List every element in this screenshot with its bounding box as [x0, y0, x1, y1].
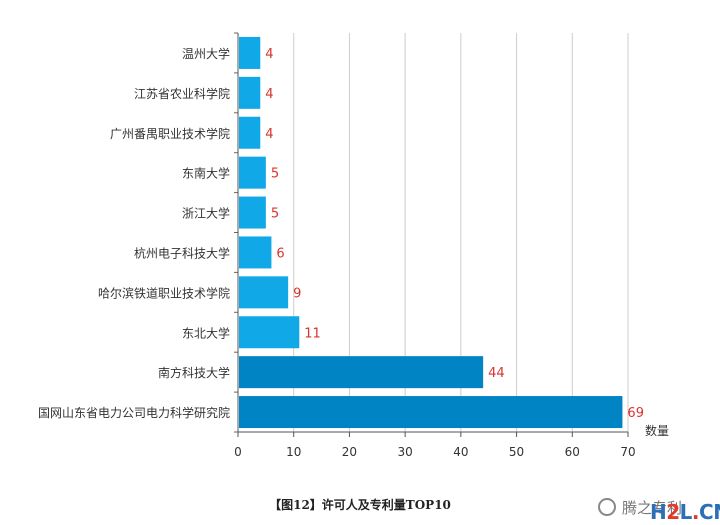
category-label-3: 东南大学: [182, 166, 230, 181]
x-axis-title: 数量: [645, 423, 669, 438]
logo-2: 2: [666, 500, 680, 524]
category-label-1: 江苏省农业科学院: [134, 86, 230, 101]
bar-5: [239, 236, 272, 269]
logo-dot: .: [691, 500, 700, 524]
category-label-2: 广州番禺职业技术学院: [110, 126, 230, 141]
bar-chart: 4 温州大学 4 江苏省农业科学院 4 广州番禺职业技术学院 5 东南大学 5 浙江大学 6 杭州电子…: [38, 32, 669, 459]
x-tick-label-0: 0: [234, 445, 242, 459]
data-label-0: 4: [265, 47, 273, 62]
bar-7: [239, 316, 300, 349]
category-label-6: 哈尔滨铁道职业技术学院: [98, 285, 230, 300]
x-tick-label-60: 60: [565, 445, 580, 459]
wechat-icon: [598, 498, 616, 516]
x-tick-label-10: 10: [286, 445, 301, 459]
category-label-0: 温州大学: [182, 46, 230, 61]
category-label-5: 杭州电子科技大学: [134, 245, 230, 260]
data-label-5: 6: [276, 246, 284, 261]
x-tick-label-40: 40: [453, 445, 468, 459]
x-tick-label-50: 50: [509, 445, 524, 459]
bar-0: [239, 36, 261, 69]
data-label-2: 4: [265, 127, 273, 142]
bar-1: [239, 76, 261, 109]
data-label-7: 11: [304, 326, 321, 341]
figure-caption: 【图12】许可人及专利量TOP10: [269, 498, 451, 512]
data-label-1: 4: [265, 87, 273, 102]
site-logo: H2L.CN: [650, 500, 720, 524]
bar-3: [239, 156, 266, 189]
logo-cn: CN: [699, 500, 720, 524]
watermark: 腾之专利: [598, 492, 682, 522]
data-label-9: 69: [627, 406, 644, 421]
data-label-6: 9: [293, 286, 301, 301]
watermark-text: 腾之专利: [622, 498, 683, 517]
data-label-4: 5: [271, 207, 279, 222]
category-label-4: 浙江大学: [182, 206, 230, 221]
x-tick-label-70: 70: [620, 445, 635, 459]
logo-h: H: [650, 500, 667, 524]
x-tick-label-20: 20: [342, 445, 357, 459]
bar-4: [239, 196, 266, 229]
logo-l: L: [679, 500, 693, 524]
category-label-8: 南方科技大学: [158, 365, 230, 380]
data-label-8: 44: [488, 366, 505, 381]
bar-6: [239, 276, 289, 309]
bar-8: [239, 356, 484, 389]
category-label-9: 国网山东省电力公司电力科学研究院: [38, 405, 230, 420]
bar-9: [239, 396, 623, 429]
x-tick-label-30: 30: [398, 445, 413, 459]
bar-2: [239, 116, 261, 149]
data-label-3: 5: [271, 167, 279, 182]
category-label-7: 东北大学: [182, 325, 230, 340]
